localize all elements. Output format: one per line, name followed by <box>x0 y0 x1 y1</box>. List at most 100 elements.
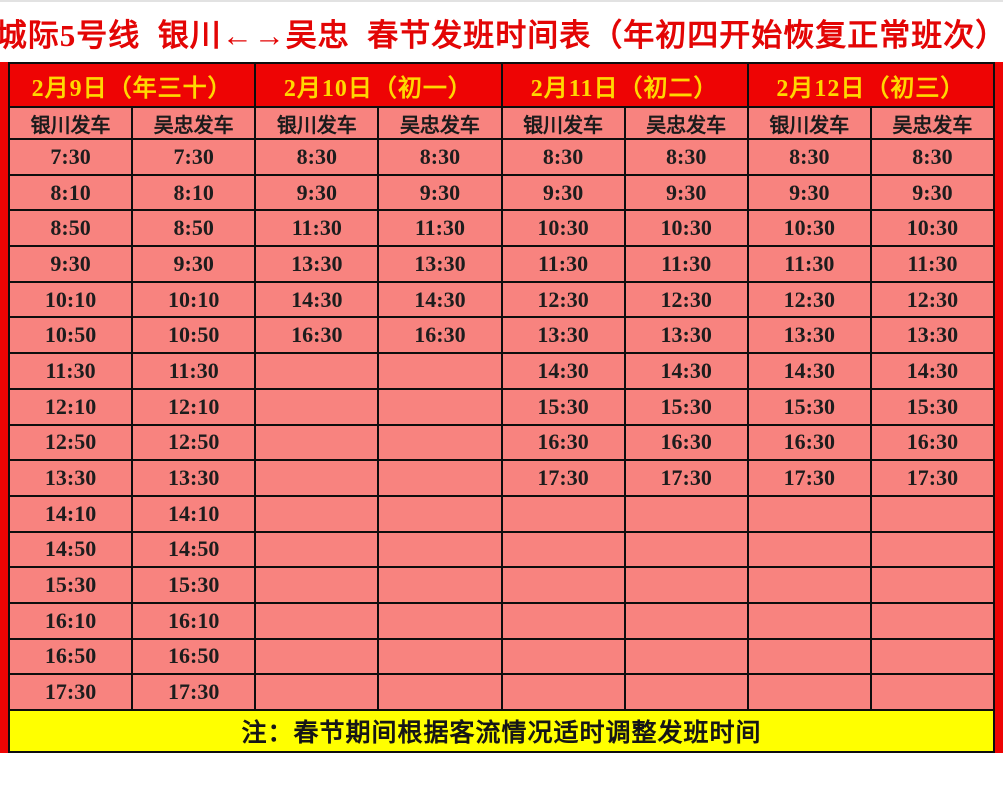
empty-cell <box>500 601 626 640</box>
empty-cell <box>623 530 749 569</box>
time-cell: 9:30 <box>623 173 749 212</box>
time-cell: 11:30 <box>131 352 257 390</box>
empty-cell <box>377 387 503 426</box>
time-cell: 13:30 <box>500 316 626 355</box>
day-header-feb10: 2月10日（初一） <box>254 62 503 108</box>
day-header-row: 2月9日（年三十） 2月10日（初一） 2月11日（初二） 2月12日（初三） <box>7 62 996 108</box>
time-cell: 10:30 <box>500 209 626 248</box>
time-cell: 10:30 <box>869 209 996 248</box>
empty-cell <box>254 494 380 533</box>
empty-cell <box>254 387 380 426</box>
time-cell: 17:30 <box>500 459 626 497</box>
time-cell: 14:30 <box>500 352 626 390</box>
empty-cell <box>746 601 872 640</box>
empty-cell <box>500 673 626 711</box>
empty-cell <box>254 423 380 462</box>
time-cell: 10:10 <box>131 280 257 319</box>
time-cell: 10:30 <box>623 209 749 248</box>
time-cell: 14:10 <box>7 494 134 533</box>
time-row: 14:10 14:10 <box>7 494 996 533</box>
empty-cell <box>254 566 380 604</box>
empty-cell <box>254 352 380 390</box>
station-header-yinchuan: 银川发车 <box>746 106 872 140</box>
empty-cell <box>500 637 626 676</box>
time-cell: 14:30 <box>869 352 996 390</box>
time-row: 8:50 8:50 11:30 11:30 10:30 10:30 10:30 10:30 <box>7 209 996 248</box>
empty-cell <box>746 494 872 533</box>
time-cell: 16:30 <box>500 423 626 462</box>
time-cell: 13:30 <box>746 316 872 355</box>
empty-cell <box>869 530 996 569</box>
time-cell: 14:30 <box>254 280 380 319</box>
time-cell: 16:10 <box>131 601 257 640</box>
time-cell: 16:30 <box>746 423 872 462</box>
time-cell: 10:50 <box>131 316 257 355</box>
time-cell: 10:30 <box>746 209 872 248</box>
empty-cell <box>746 637 872 676</box>
station-header-wuzhong: 吴忠发车 <box>131 106 257 140</box>
time-cell: 12:30 <box>869 280 996 319</box>
time-row: 11:30 11:30 14:30 14:30 14:30 14:30 <box>7 352 996 390</box>
time-cell: 14:30 <box>623 352 749 390</box>
empty-cell <box>623 494 749 533</box>
time-cell: 11:30 <box>7 352 134 390</box>
time-cell: 8:30 <box>623 138 749 176</box>
empty-cell <box>623 637 749 676</box>
empty-cell <box>869 673 996 711</box>
time-cell: 13:30 <box>7 459 134 497</box>
time-cell: 11:30 <box>377 209 503 248</box>
time-cell: 7:30 <box>131 138 257 176</box>
time-cell: 11:30 <box>254 209 380 248</box>
time-cell: 13:30 <box>131 459 257 497</box>
empty-cell <box>869 601 996 640</box>
time-cell: 13:30 <box>254 245 380 283</box>
station-header-yinchuan: 银川发车 <box>254 106 380 140</box>
time-cell: 11:30 <box>746 245 872 283</box>
time-cell: 17:30 <box>623 459 749 497</box>
empty-cell <box>746 673 872 711</box>
time-cell: 16:30 <box>623 423 749 462</box>
note-text: 注：春节期间根据客流情况适时调整发班时间 <box>8 709 995 753</box>
empty-cell <box>377 423 503 462</box>
time-cell: 16:30 <box>377 316 503 355</box>
time-cell: 11:30 <box>869 245 996 283</box>
time-cell: 14:50 <box>7 530 134 569</box>
time-cell: 16:10 <box>7 601 134 640</box>
empty-cell <box>869 566 996 604</box>
note-row: 注：春节期间根据客流情况适时调整发班时间 <box>8 709 995 753</box>
empty-cell <box>377 494 503 533</box>
page-title: 城际5号线 银川←→吴忠 春节发班时间表（年初四开始恢复正常班次） <box>0 17 1003 53</box>
time-row: 15:30 15:30 <box>7 566 996 604</box>
timetable: 2月9日（年三十） 2月10日（初一） 2月11日（初二） 2月12日（初三） … <box>7 62 996 753</box>
empty-cell <box>746 530 872 569</box>
time-cell: 14:30 <box>377 280 503 319</box>
time-cell: 17:30 <box>746 459 872 497</box>
time-row: 17:30 17:30 <box>7 673 996 711</box>
time-cell: 8:30 <box>869 138 996 176</box>
time-cell: 9:30 <box>7 245 134 283</box>
time-cell: 13:30 <box>377 245 503 283</box>
time-cell: 12:30 <box>500 280 626 319</box>
empty-cell <box>500 530 626 569</box>
empty-cell <box>377 637 503 676</box>
empty-cell <box>377 601 503 640</box>
time-cell: 8:30 <box>500 138 626 176</box>
empty-cell <box>254 459 380 497</box>
time-cell: 8:10 <box>131 173 257 212</box>
station-header-wuzhong: 吴忠发车 <box>377 106 503 140</box>
time-cell: 11:30 <box>500 245 626 283</box>
station-header-wuzhong: 吴忠发车 <box>623 106 749 140</box>
day-header-feb12: 2月12日（初三） <box>746 62 996 108</box>
time-cell: 7:30 <box>7 138 134 176</box>
time-cell: 11:30 <box>623 245 749 283</box>
time-cell: 12:30 <box>746 280 872 319</box>
time-cell: 9:30 <box>746 173 872 212</box>
time-row: 8:10 8:10 9:30 9:30 9:30 9:30 9:30 9:30 <box>7 173 996 212</box>
time-cell: 17:30 <box>131 673 257 711</box>
time-cell: 9:30 <box>500 173 626 212</box>
time-row: 12:10 12:10 15:30 15:30 15:30 15:30 <box>7 387 996 426</box>
time-cell: 9:30 <box>254 173 380 212</box>
station-header-yinchuan: 银川发车 <box>7 106 134 140</box>
time-row: 9:30 9:30 13:30 13:30 11:30 11:30 11:30 11:30 <box>7 245 996 283</box>
timetable-frame: 2月9日（年三十） 2月10日（初一） 2月11日（初二） 2月12日（初三） … <box>0 62 1003 753</box>
